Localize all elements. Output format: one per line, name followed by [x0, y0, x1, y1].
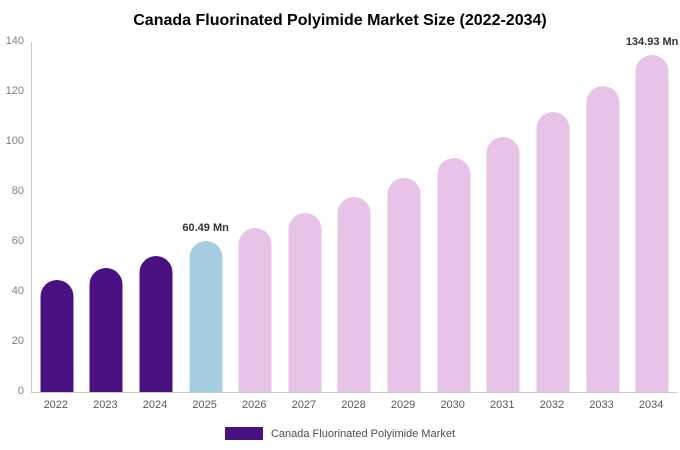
bar-slot-2022: [32, 42, 82, 392]
x-label-2025: 2025: [192, 399, 217, 411]
plot-area: 60.49 Mn 134.93 Mn: [31, 36, 678, 393]
y-tick-0: 0: [17, 385, 24, 397]
y-tick-20: 20: [11, 335, 24, 347]
bar-2026: [238, 228, 272, 392]
bar-slot-2026: [230, 42, 280, 392]
bar-2023: [89, 268, 123, 392]
bar-2027: [288, 213, 322, 392]
bar-2022: [40, 279, 74, 392]
x-label-2027: 2027: [291, 399, 317, 411]
bar-2028: [337, 197, 371, 392]
x-label-2022: 2022: [43, 399, 69, 411]
bar-2024: [139, 255, 173, 392]
y-tick-120: 120: [5, 85, 24, 97]
y-tick-60: 60: [11, 235, 24, 247]
x-label-2028: 2028: [341, 399, 366, 411]
y-tick-40: 40: [11, 285, 24, 297]
x-label-2026: 2026: [242, 399, 267, 411]
legend: Canada Fluorinated Polyimide Market: [0, 427, 680, 440]
bar-2031: [486, 137, 520, 392]
bar-slot-2033: [578, 42, 628, 392]
bar-slot-2025: 60.49 Mn: [181, 42, 231, 392]
x-label-2032: 2032: [539, 399, 565, 411]
bar-slot-2027: [280, 42, 330, 392]
legend-swatch: [224, 427, 263, 440]
bar-2030: [437, 158, 471, 392]
bar-slot-2032: [528, 42, 578, 392]
x-label-2030: 2030: [440, 399, 465, 411]
bar-2029: [387, 178, 421, 392]
bar-slot-2034: 134.93 Mn: [626, 36, 678, 392]
bar-value-label-2034: 134.93 Mn: [625, 35, 679, 48]
bar-2032: [536, 112, 570, 392]
legend-label: Canada Fluorinated Polyimide Market: [270, 427, 456, 440]
bar-slot-2028: [330, 42, 380, 392]
bar-slot-2029: [379, 42, 429, 392]
x-axis: 2022 2023 2024 2025 2026 2027 2028 2029 2030 2031…: [31, 399, 676, 411]
y-tick-140: 140: [5, 35, 24, 47]
x-label-2031: 2031: [490, 399, 515, 411]
x-label-2029: 2029: [390, 399, 416, 411]
y-tick-80: 80: [11, 185, 24, 197]
bar-2025: [189, 240, 223, 392]
bar-slot-2023: [82, 42, 132, 392]
bar-value-label-2025: 60.49 Mn: [182, 221, 229, 234]
x-label-2033: 2033: [589, 399, 614, 411]
chart-title: Canada Fluorinated Polyimide Market Size…: [133, 12, 547, 29]
bar-slot-2031: [478, 42, 528, 392]
x-label-2034: 2034: [638, 399, 664, 411]
y-tick-100: 100: [5, 135, 24, 147]
x-label-2023: 2023: [93, 399, 118, 411]
y-axis: 0 20 40 60 80 100 120 140: [0, 36, 27, 397]
bar-2034: [635, 54, 669, 392]
bar-slot-2024: [131, 42, 181, 392]
bar-slot-2030: [429, 42, 479, 392]
bar-2033: [586, 85, 619, 392]
x-label-2024: 2024: [142, 399, 168, 411]
